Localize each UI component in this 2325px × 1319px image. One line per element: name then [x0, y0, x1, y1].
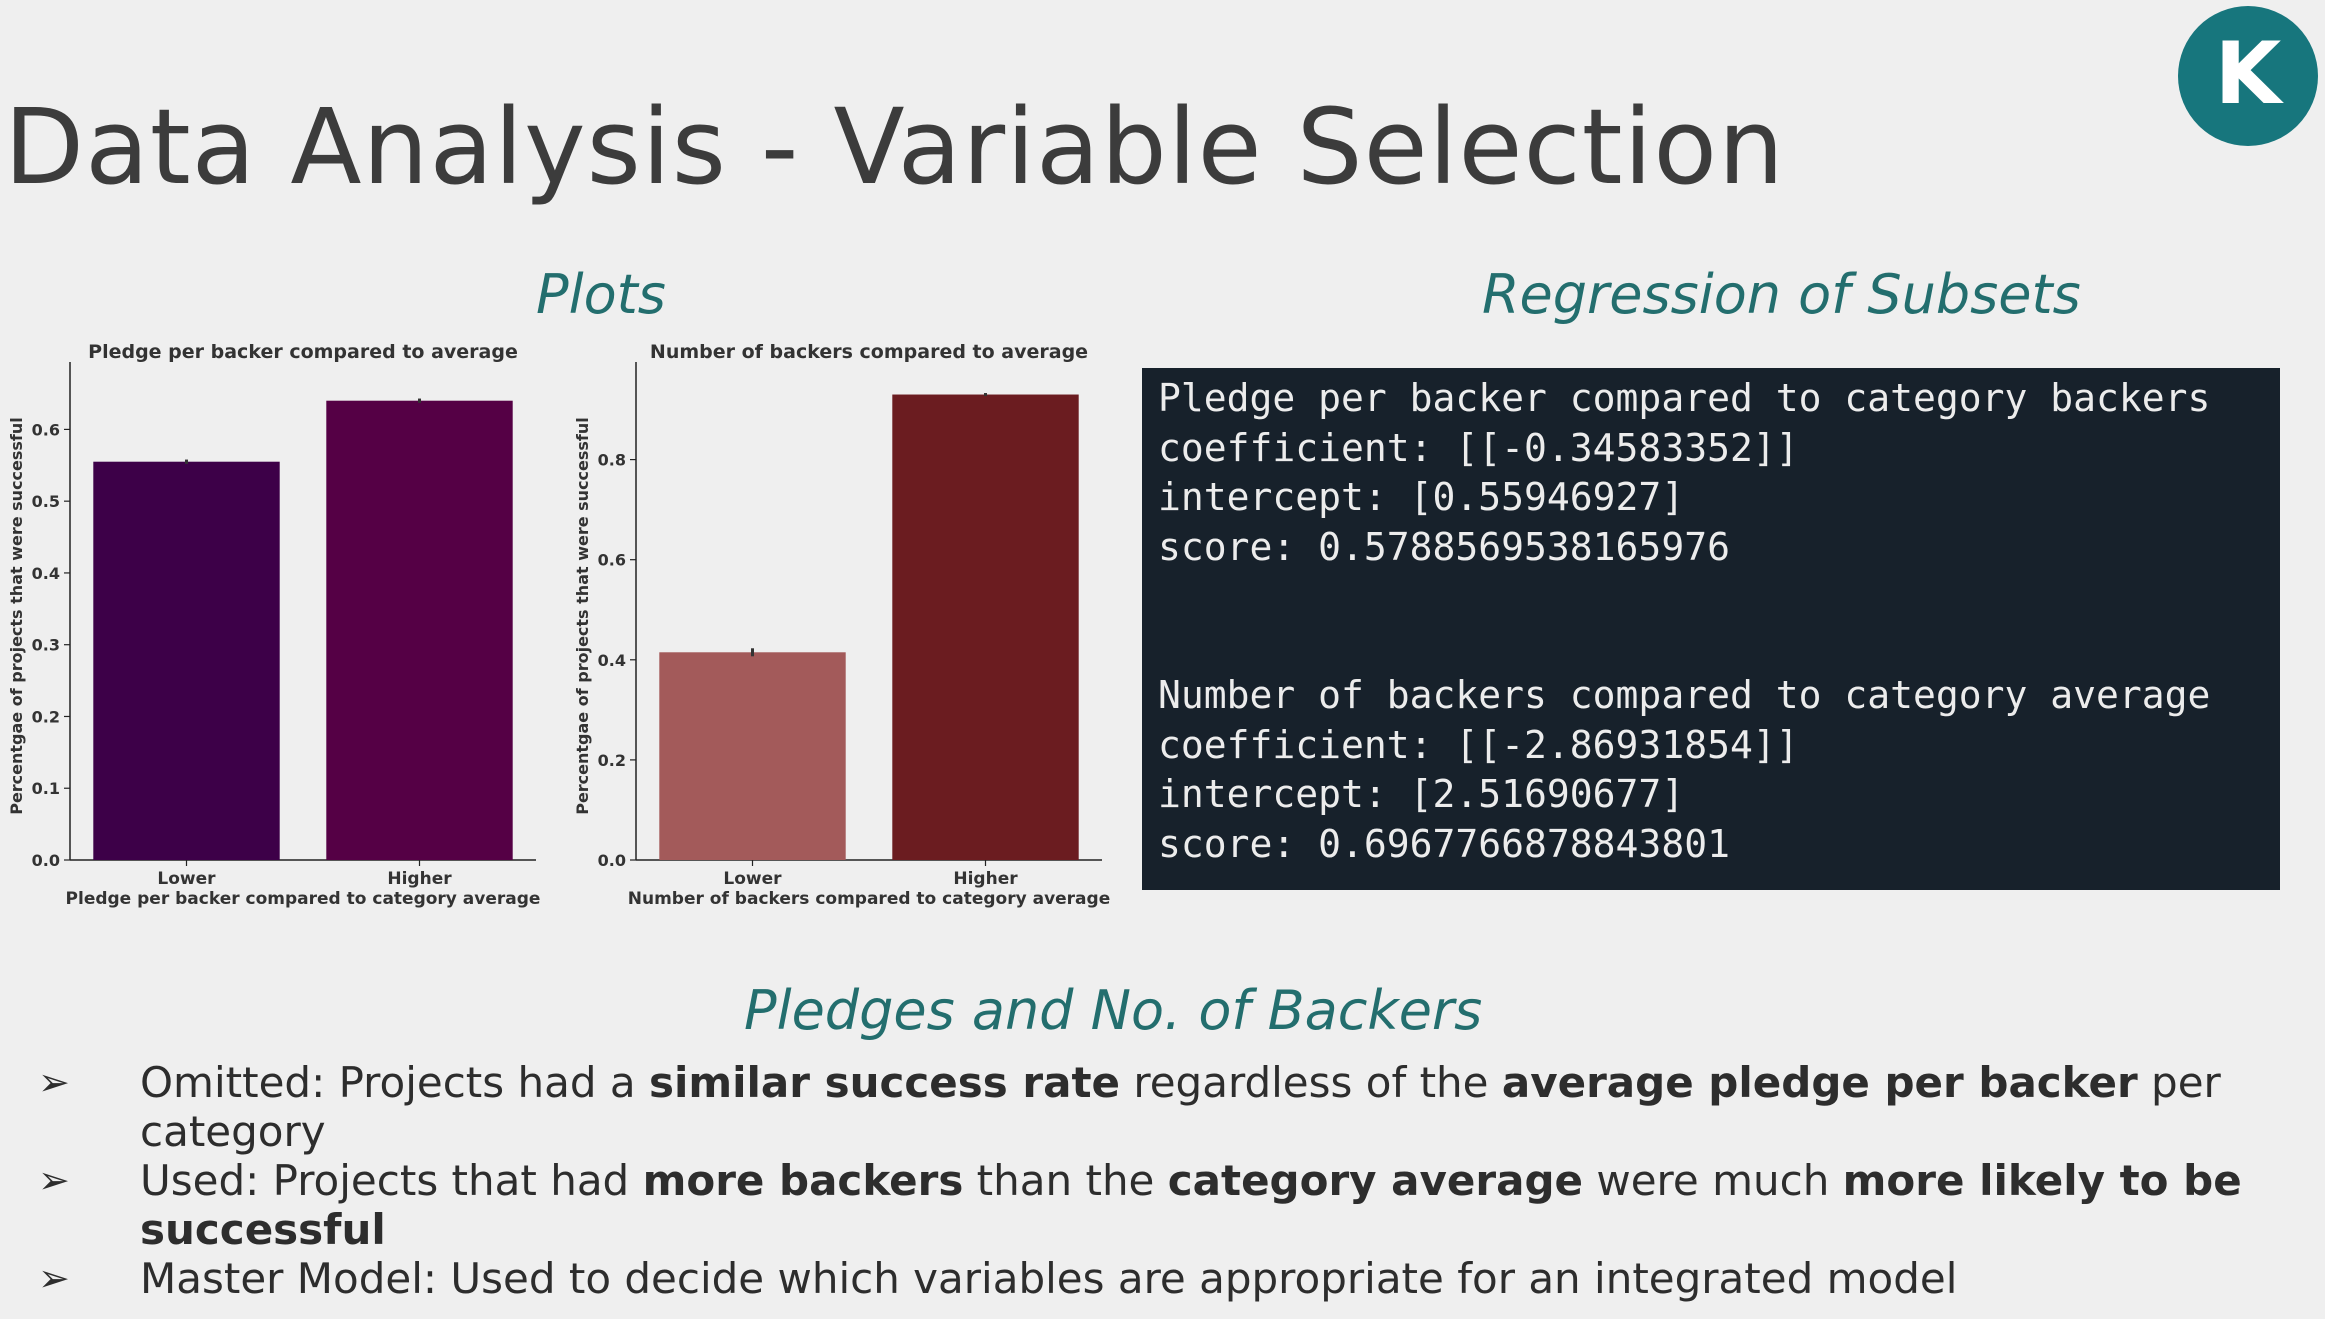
console-line: Number of backers compared to category a… [1158, 673, 2211, 717]
regression-heading: Regression of Subsets [1482, 263, 2081, 326]
bullet-emphasis: more backers [642, 1156, 964, 1205]
y-tick-label: 0.8 [598, 451, 626, 470]
console-line: score: 0.6967766878843801 [1158, 821, 1730, 866]
y-tick-label: 0.5 [32, 492, 60, 511]
bullet-emphasis: average pledge per backer [1501, 1058, 2138, 1107]
y-tick-label: 0.4 [32, 564, 60, 583]
bullet-list: ➢ Omitted: Projects had a similar success… [38, 1058, 2278, 1303]
bullet-item: ➢ Used: Projects that had more backers th… [38, 1156, 2278, 1254]
bullet-text: per category [140, 1058, 2221, 1156]
y-axis-label: Percentgae of projects that were success… [573, 417, 592, 815]
console-line: intercept: [2.51690677] [1158, 772, 1685, 816]
bullet-text: were much [1583, 1156, 1843, 1205]
bullet-text: Omitted: Projects had a [140, 1058, 649, 1107]
console-line [1158, 572, 2280, 622]
y-tick-label: 0.0 [598, 851, 626, 870]
x-tick-label: Higher [387, 869, 452, 889]
chart-title: Pledge per backer compared to average [88, 341, 518, 363]
x-axis-label: Pledge per backer compared to category a… [66, 889, 541, 909]
console-line: intercept: [0.55946927] [1158, 475, 1685, 519]
bullet-text: regardless of the [1120, 1058, 1502, 1107]
x-axis-label: Number of backers compared to category a… [628, 889, 1110, 909]
bar [93, 461, 280, 860]
bullet-text: Master Model: Used to decide which varia… [140, 1254, 1958, 1303]
bullet-emphasis: category average [1167, 1156, 1583, 1205]
number-of-backers-chart: Number of backers compared to average 0.0… [573, 341, 1110, 909]
y-tick-label: 0.2 [598, 751, 626, 770]
x-tick-label: Lower [157, 869, 216, 889]
arrow-bullet-icon: ➢ [38, 1158, 70, 1202]
logo-letter: K [2215, 24, 2285, 124]
bullet-emphasis: more likely to be successful [140, 1156, 2242, 1254]
y-tick-label: 0.1 [32, 779, 60, 798]
page-title: Data Analysis - Variable Selection [4, 86, 1785, 208]
console-line: score: 0.5788569538165976 [1158, 524, 1730, 569]
console-line [1158, 622, 2280, 672]
y-tick-label: 0.2 [32, 707, 60, 726]
bar [659, 652, 846, 860]
chart-title: Number of backers compared to average [650, 341, 1088, 363]
bullet-item: ➢ Omitted: Projects had a similar success… [38, 1058, 2278, 1156]
pledge-per-backer-chart: Pledge per backer compared to average 0.0… [7, 341, 541, 909]
bullet-emphasis: similar success rate [648, 1058, 1121, 1107]
regression-output-console: Pledge per backer compared to category b… [1142, 368, 2280, 890]
y-tick-label: 0.6 [32, 420, 60, 439]
kickstarter-logo: K [2178, 6, 2318, 146]
x-tick-label: Lower [723, 869, 782, 889]
y-tick-label: 0.0 [32, 851, 60, 870]
y-axis-label: Percentgae of projects that were success… [7, 417, 26, 815]
plots-heading: Plots [536, 263, 666, 326]
console-line: coefficient: [[-0.34583352]] [1158, 425, 1799, 470]
console-line: Pledge per backer compared to category b… [1158, 376, 2211, 420]
arrow-bullet-icon: ➢ [38, 1256, 70, 1300]
bullet-text: than the [963, 1156, 1168, 1205]
arrow-bullet-icon: ➢ [38, 1060, 70, 1104]
y-tick-label: 0.3 [32, 636, 60, 655]
pledges-heading: Pledges and No. of Backers [744, 979, 1483, 1042]
console-line: coefficient: [[-2.86931854]] [1158, 722, 1799, 767]
bullet-item: ➢ Master Model: Used to decide which vari… [38, 1254, 2278, 1303]
bar [892, 394, 1079, 860]
x-tick-label: Higher [953, 869, 1018, 889]
bullet-text: Used: Projects that had [140, 1156, 643, 1205]
y-tick-label: 0.6 [598, 551, 626, 570]
bar [326, 400, 513, 860]
y-tick-label: 0.4 [598, 651, 626, 670]
